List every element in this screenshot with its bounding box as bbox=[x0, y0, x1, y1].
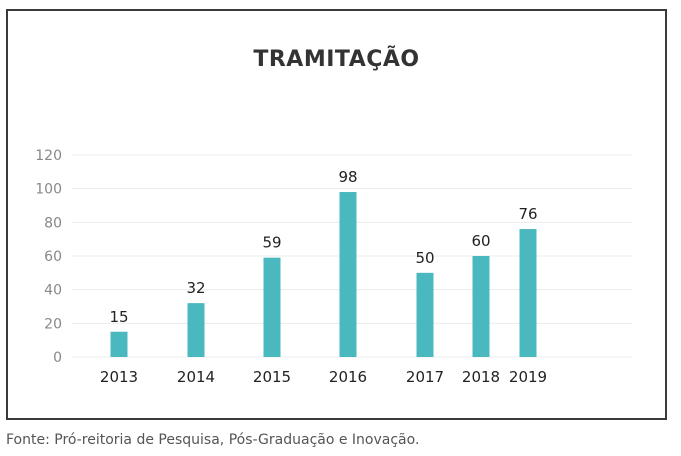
data-label-2019: 76 bbox=[518, 205, 537, 223]
x-tick-label-2014: 2014 bbox=[177, 368, 215, 386]
data-labels: 15 32 59 98 50 60 76 bbox=[109, 168, 537, 326]
y-axis-ticks: 0 20 40 60 80 100 120 bbox=[35, 148, 62, 366]
x-tick-label-2019: 2019 bbox=[509, 368, 547, 386]
bar-2018 bbox=[472, 256, 490, 357]
bar-2015 bbox=[263, 257, 281, 357]
y-tick-label: 40 bbox=[44, 283, 62, 299]
y-tick-label: 0 bbox=[53, 350, 62, 366]
bar-2013 bbox=[110, 331, 128, 357]
y-tick-label: 60 bbox=[44, 249, 62, 265]
bar-2017 bbox=[416, 272, 434, 357]
data-label-2018: 60 bbox=[471, 232, 490, 250]
y-tick-label: 20 bbox=[44, 316, 62, 332]
x-tick-label-2017: 2017 bbox=[406, 368, 444, 386]
bar-2016 bbox=[339, 192, 357, 357]
chart-title: TRAMITAÇÃO bbox=[253, 47, 420, 72]
y-tick-label: 120 bbox=[35, 148, 62, 164]
data-label-2017: 50 bbox=[415, 249, 434, 267]
bar-2019 bbox=[519, 229, 537, 357]
x-tick-label-2013: 2013 bbox=[100, 368, 138, 386]
source-note: Fonte: Pró-reitoria de Pesquisa, Pós-Gra… bbox=[6, 432, 420, 448]
x-tick-label-2016: 2016 bbox=[329, 368, 367, 386]
x-axis-ticks: 2013 2014 2015 2016 2017 2018 2019 bbox=[100, 368, 547, 386]
bars bbox=[110, 192, 537, 357]
data-label-2015: 59 bbox=[262, 234, 281, 252]
bar-2014 bbox=[187, 303, 205, 357]
y-tick-label: 100 bbox=[35, 182, 62, 198]
data-label-2016: 98 bbox=[338, 168, 357, 186]
x-tick-label-2018: 2018 bbox=[462, 368, 500, 386]
x-tick-label-2015: 2015 bbox=[253, 368, 291, 386]
data-label-2013: 15 bbox=[109, 308, 128, 326]
data-label-2014: 32 bbox=[186, 279, 205, 297]
y-tick-label: 80 bbox=[44, 215, 62, 231]
